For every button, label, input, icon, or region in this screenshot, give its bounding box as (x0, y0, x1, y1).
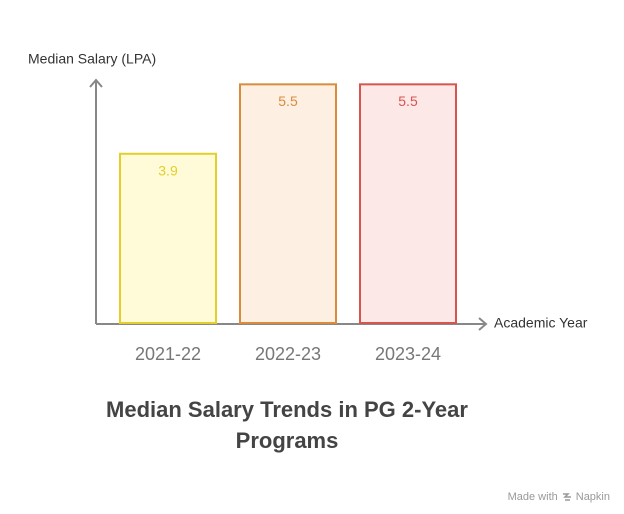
bar (119, 152, 217, 324)
footer-brand: Napkin (575, 491, 610, 503)
value-label: 5.5 (398, 93, 418, 109)
footer-prefix: Made with (507, 491, 558, 503)
x-axis-arrow (478, 317, 488, 331)
footer: Made with Napkin (508, 491, 610, 503)
value-label: 5.5 (278, 93, 298, 109)
y-axis-label: Median Salary (LPA) (28, 51, 156, 67)
x-axis-label: Academic Year (494, 315, 588, 331)
x-tick-label: 2022-23 (255, 344, 321, 364)
y-axis-arrow (89, 78, 103, 88)
bar (239, 83, 337, 325)
bar (359, 83, 457, 325)
x-tick-label: 2023-24 (375, 344, 441, 364)
x-tick-label: 2021-22 (135, 344, 201, 364)
value-label: 3.9 (158, 162, 178, 178)
napkin-logo (562, 493, 571, 501)
chart-title: Median Salary Trends in PG 2-Year Progra… (106, 397, 468, 453)
